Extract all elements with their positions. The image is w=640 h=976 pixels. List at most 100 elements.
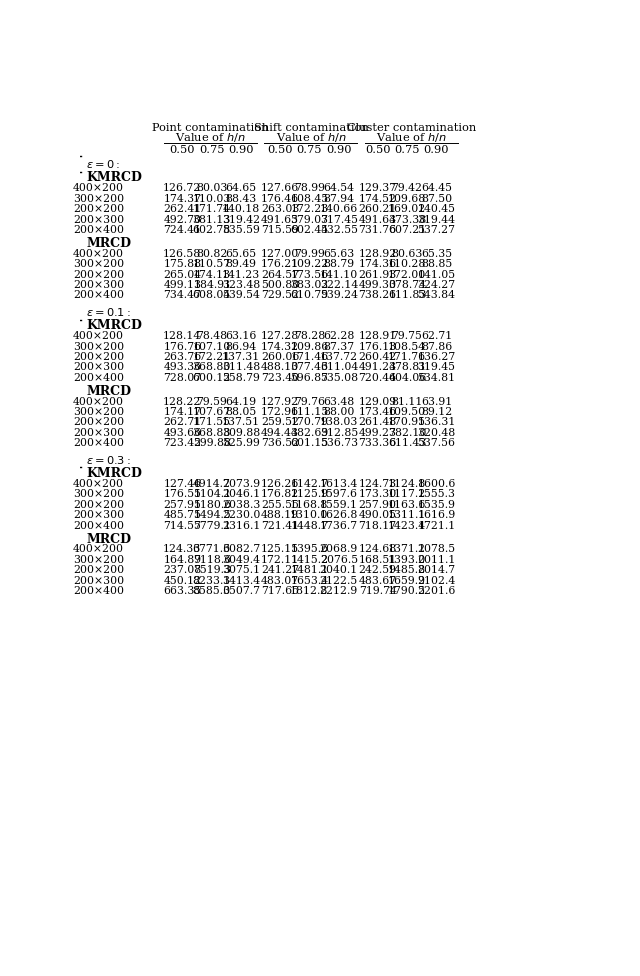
Text: 261.93: 261.93: [358, 269, 397, 279]
Text: 128.91: 128.91: [358, 331, 397, 342]
Text: 172.00: 172.00: [388, 269, 426, 279]
Text: 400×200: 400×200: [73, 396, 124, 407]
Text: 237.08: 237.08: [163, 565, 202, 575]
Text: 172.21: 172.21: [193, 352, 231, 362]
Text: 109.50: 109.50: [388, 407, 426, 417]
Text: 1310.0: 1310.0: [290, 510, 328, 520]
Text: 137.72: 137.72: [320, 352, 358, 362]
Text: MRCD: MRCD: [86, 385, 131, 398]
Text: 1393.0: 1393.0: [388, 555, 426, 565]
Text: 200×200: 200×200: [73, 352, 124, 362]
Text: 168.51: 168.51: [358, 555, 397, 565]
Text: 262.41: 262.41: [163, 204, 202, 214]
Text: 714.57: 714.57: [163, 520, 201, 531]
Text: Shift contamination: Shift contamination: [253, 123, 369, 133]
Text: 255.55: 255.55: [261, 500, 299, 509]
Text: 1124.8: 1124.8: [388, 479, 426, 489]
Text: KMRCD: KMRCD: [86, 172, 142, 184]
Text: 200×300: 200×300: [73, 280, 124, 290]
Text: 311.04: 311.04: [320, 362, 358, 373]
Text: 259.52: 259.52: [261, 418, 299, 427]
Text: 176.76: 176.76: [163, 342, 202, 351]
Text: 125.15: 125.15: [261, 545, 299, 554]
Text: 200×400: 200×400: [73, 291, 124, 301]
Text: 322.14: 322.14: [320, 280, 358, 290]
Text: 600.12: 600.12: [193, 373, 231, 383]
Text: 323.48: 323.48: [222, 280, 260, 290]
Text: 1163.6: 1163.6: [388, 500, 426, 509]
Text: 127.00: 127.00: [261, 249, 299, 259]
Text: 596.87: 596.87: [291, 373, 328, 383]
Text: 8233.1: 8233.1: [193, 576, 231, 586]
Text: 1616.9: 1616.9: [417, 510, 456, 520]
Text: 80.82: 80.82: [196, 249, 227, 259]
Text: 263.03: 263.03: [260, 204, 299, 214]
Text: 368.80: 368.80: [193, 362, 231, 373]
Text: MRCD: MRCD: [86, 237, 131, 250]
Text: 2068.9: 2068.9: [320, 545, 358, 554]
Text: 172.23: 172.23: [291, 204, 328, 214]
Text: 368.88: 368.88: [193, 427, 231, 438]
Text: 500.80: 500.80: [261, 280, 299, 290]
Text: 736.52: 736.52: [261, 438, 299, 448]
Text: 200×200: 200×200: [73, 500, 124, 509]
Text: 532.55: 532.55: [320, 224, 358, 235]
Text: 1448.7: 1448.7: [291, 520, 328, 531]
Text: 79.42: 79.42: [392, 183, 422, 193]
Text: 483.67: 483.67: [358, 576, 397, 586]
Text: 1790.5: 1790.5: [388, 586, 426, 596]
Text: 260.42: 260.42: [358, 352, 397, 362]
Text: 1423.4: 1423.4: [388, 520, 426, 531]
Text: 300×200: 300×200: [73, 260, 124, 269]
Text: 0.75: 0.75: [394, 145, 420, 155]
Text: 5779.1: 5779.1: [193, 520, 230, 531]
Text: 65.35: 65.35: [421, 249, 452, 259]
Text: 141.05: 141.05: [417, 269, 456, 279]
Text: 1721.1: 1721.1: [417, 520, 456, 531]
Text: 731.76: 731.76: [358, 224, 397, 235]
Text: 5180.6: 5180.6: [193, 500, 231, 509]
Text: 109.22: 109.22: [291, 260, 328, 269]
Text: 126.72: 126.72: [163, 183, 202, 193]
Text: 1371.1: 1371.1: [388, 545, 426, 554]
Text: 87.94: 87.94: [323, 194, 355, 204]
Text: 172.96: 172.96: [261, 407, 299, 417]
Text: 200×400: 200×400: [73, 586, 124, 596]
Text: 2014.7: 2014.7: [417, 565, 456, 575]
Text: Value of $h/n$: Value of $h/n$: [175, 131, 246, 143]
Text: 110.28: 110.28: [388, 260, 426, 269]
Text: 174.37: 174.37: [163, 194, 202, 204]
Text: 174.32: 174.32: [261, 342, 299, 351]
Text: 400×200: 400×200: [73, 545, 124, 554]
Text: $\varepsilon = 0.3 :$: $\varepsilon = 0.3 :$: [86, 454, 131, 466]
Text: 499.27: 499.27: [358, 427, 397, 438]
Text: 78.99: 78.99: [294, 183, 325, 193]
Text: 176.51: 176.51: [163, 489, 202, 500]
Text: 2212.9: 2212.9: [320, 586, 358, 596]
Text: 200×400: 200×400: [73, 224, 124, 235]
Text: 79.75: 79.75: [392, 331, 422, 342]
Text: 174.36: 174.36: [358, 260, 397, 269]
Text: 733.36: 733.36: [358, 438, 397, 448]
Text: 260.06: 260.06: [260, 352, 299, 362]
Text: 2316.1: 2316.1: [222, 520, 260, 531]
Text: $\varepsilon = 0 :$: $\varepsilon = 0 :$: [86, 158, 120, 170]
Text: 324.27: 324.27: [417, 280, 456, 290]
Text: 200×200: 200×200: [73, 565, 124, 575]
Text: 200×400: 200×400: [73, 438, 124, 448]
Text: 200×200: 200×200: [73, 269, 124, 279]
Text: 0.90: 0.90: [326, 145, 351, 155]
Text: Cluster contamination: Cluster contamination: [347, 123, 476, 133]
Text: 1481.1: 1481.1: [291, 565, 328, 575]
Text: 0.90: 0.90: [424, 145, 449, 155]
Text: 109.68: 109.68: [388, 194, 426, 204]
Text: 78.28: 78.28: [294, 331, 325, 342]
Text: 734.47: 734.47: [163, 291, 201, 301]
Text: 483.07: 483.07: [261, 576, 299, 586]
Text: 164.89: 164.89: [163, 555, 202, 565]
Text: 728.07: 728.07: [163, 373, 202, 383]
Text: 176.46: 176.46: [261, 194, 299, 204]
Text: 200×200: 200×200: [73, 204, 124, 214]
Text: 170.79: 170.79: [291, 418, 328, 427]
Text: 1597.6: 1597.6: [320, 489, 358, 500]
